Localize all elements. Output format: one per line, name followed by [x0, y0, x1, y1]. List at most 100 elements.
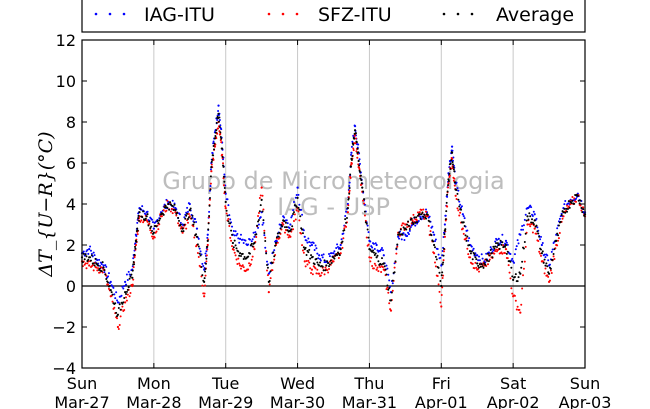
data-point	[530, 206, 533, 209]
data-point	[199, 254, 202, 257]
data-point	[262, 208, 265, 211]
data-point	[514, 299, 517, 302]
data-point	[97, 264, 100, 267]
data-point	[186, 221, 189, 224]
data-point	[194, 218, 197, 221]
data-point	[195, 235, 199, 238]
data-point	[398, 231, 401, 234]
data-point	[528, 223, 531, 226]
data-point	[318, 254, 321, 257]
data-point	[219, 135, 222, 138]
data-point	[363, 202, 366, 205]
data-point	[237, 250, 240, 253]
data-point	[171, 205, 174, 208]
data-point	[447, 184, 450, 187]
data-point	[541, 250, 544, 253]
data-point	[205, 250, 208, 253]
data-point	[186, 206, 189, 209]
data-point	[336, 245, 339, 248]
data-point	[319, 259, 322, 262]
data-point	[236, 232, 239, 235]
data-point	[351, 140, 354, 143]
data-point	[445, 210, 448, 213]
data-point	[311, 273, 314, 276]
data-point	[208, 210, 211, 213]
data-point	[456, 207, 459, 210]
data-point	[99, 261, 102, 264]
data-point	[366, 228, 369, 231]
data-point	[580, 209, 583, 212]
data-point	[345, 210, 348, 213]
data-point	[203, 295, 206, 298]
data-point	[225, 209, 228, 212]
data-point	[512, 260, 515, 263]
data-point	[354, 132, 357, 135]
data-point	[369, 260, 372, 263]
data-point	[135, 235, 138, 238]
data-point	[178, 219, 181, 222]
data-point	[180, 230, 183, 233]
data-point	[488, 254, 491, 257]
data-point	[398, 234, 401, 237]
data-point	[520, 303, 523, 306]
data-point	[442, 259, 445, 262]
data-point	[238, 252, 242, 255]
data-point	[261, 194, 264, 197]
data-point	[277, 235, 280, 238]
data-point	[427, 224, 430, 227]
data-point	[475, 258, 478, 261]
data-point	[141, 216, 144, 219]
data-point	[453, 170, 456, 173]
data-point	[121, 305, 124, 308]
data-point	[328, 255, 331, 258]
data-point	[406, 223, 409, 226]
data-point	[533, 213, 536, 216]
data-point	[141, 205, 144, 208]
data-point	[352, 147, 355, 150]
data-point	[473, 267, 476, 270]
data-point	[241, 264, 244, 267]
data-point	[442, 254, 445, 257]
data-point	[351, 155, 354, 158]
data-point	[220, 137, 223, 140]
data-point	[509, 260, 512, 263]
data-point	[563, 207, 566, 210]
x-tick-date: Apr-01	[415, 393, 468, 409]
data-point	[320, 254, 323, 257]
data-point	[176, 211, 179, 214]
data-point	[223, 187, 226, 190]
data-point	[444, 218, 447, 221]
data-point	[566, 204, 569, 207]
data-point	[494, 240, 497, 243]
data-point	[579, 199, 582, 202]
data-point	[511, 275, 514, 278]
data-point	[372, 242, 375, 245]
data-point	[134, 242, 137, 245]
data-point	[498, 247, 501, 250]
data-point	[486, 259, 489, 262]
data-point	[390, 291, 393, 294]
data-point	[105, 277, 108, 280]
data-point	[232, 230, 235, 233]
data-point	[113, 293, 116, 296]
data-point	[147, 224, 150, 227]
data-point	[113, 306, 116, 309]
data-point	[234, 244, 237, 247]
data-point	[444, 214, 447, 217]
data-point	[515, 308, 518, 311]
data-point	[291, 225, 294, 228]
data-point	[190, 217, 193, 220]
data-point	[412, 213, 415, 216]
data-point	[495, 245, 498, 248]
data-point	[247, 268, 250, 271]
data-point	[513, 276, 516, 279]
data-point	[256, 224, 259, 227]
data-point	[136, 221, 139, 224]
data-point	[100, 263, 103, 266]
data-point	[201, 274, 204, 277]
data-point	[291, 214, 294, 217]
data-point	[418, 213, 421, 216]
data-point	[104, 264, 107, 267]
data-point	[294, 218, 297, 221]
data-point	[437, 253, 440, 256]
